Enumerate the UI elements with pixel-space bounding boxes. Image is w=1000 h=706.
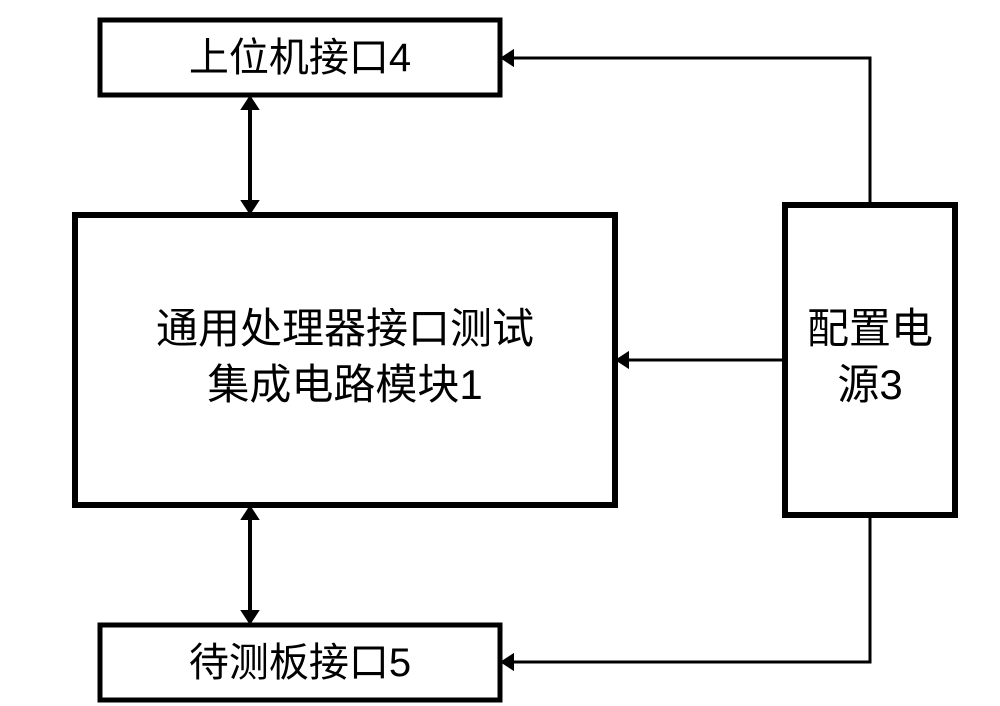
node-top-label: 上位机接口4: [189, 36, 411, 80]
node-right: [785, 205, 955, 515]
arrow-right-bottom: [514, 515, 870, 662]
node-center: [75, 215, 615, 505]
node-center-label-1: 通用处理器接口测试: [156, 305, 534, 352]
node-bottom-label: 待测板接口5: [189, 641, 411, 685]
node-right-label-2: 源3: [837, 361, 902, 408]
node-right-label-1: 配置电: [807, 305, 933, 352]
arrow-right-top: [514, 58, 870, 205]
node-center-label-2: 集成电路模块1: [207, 361, 482, 408]
